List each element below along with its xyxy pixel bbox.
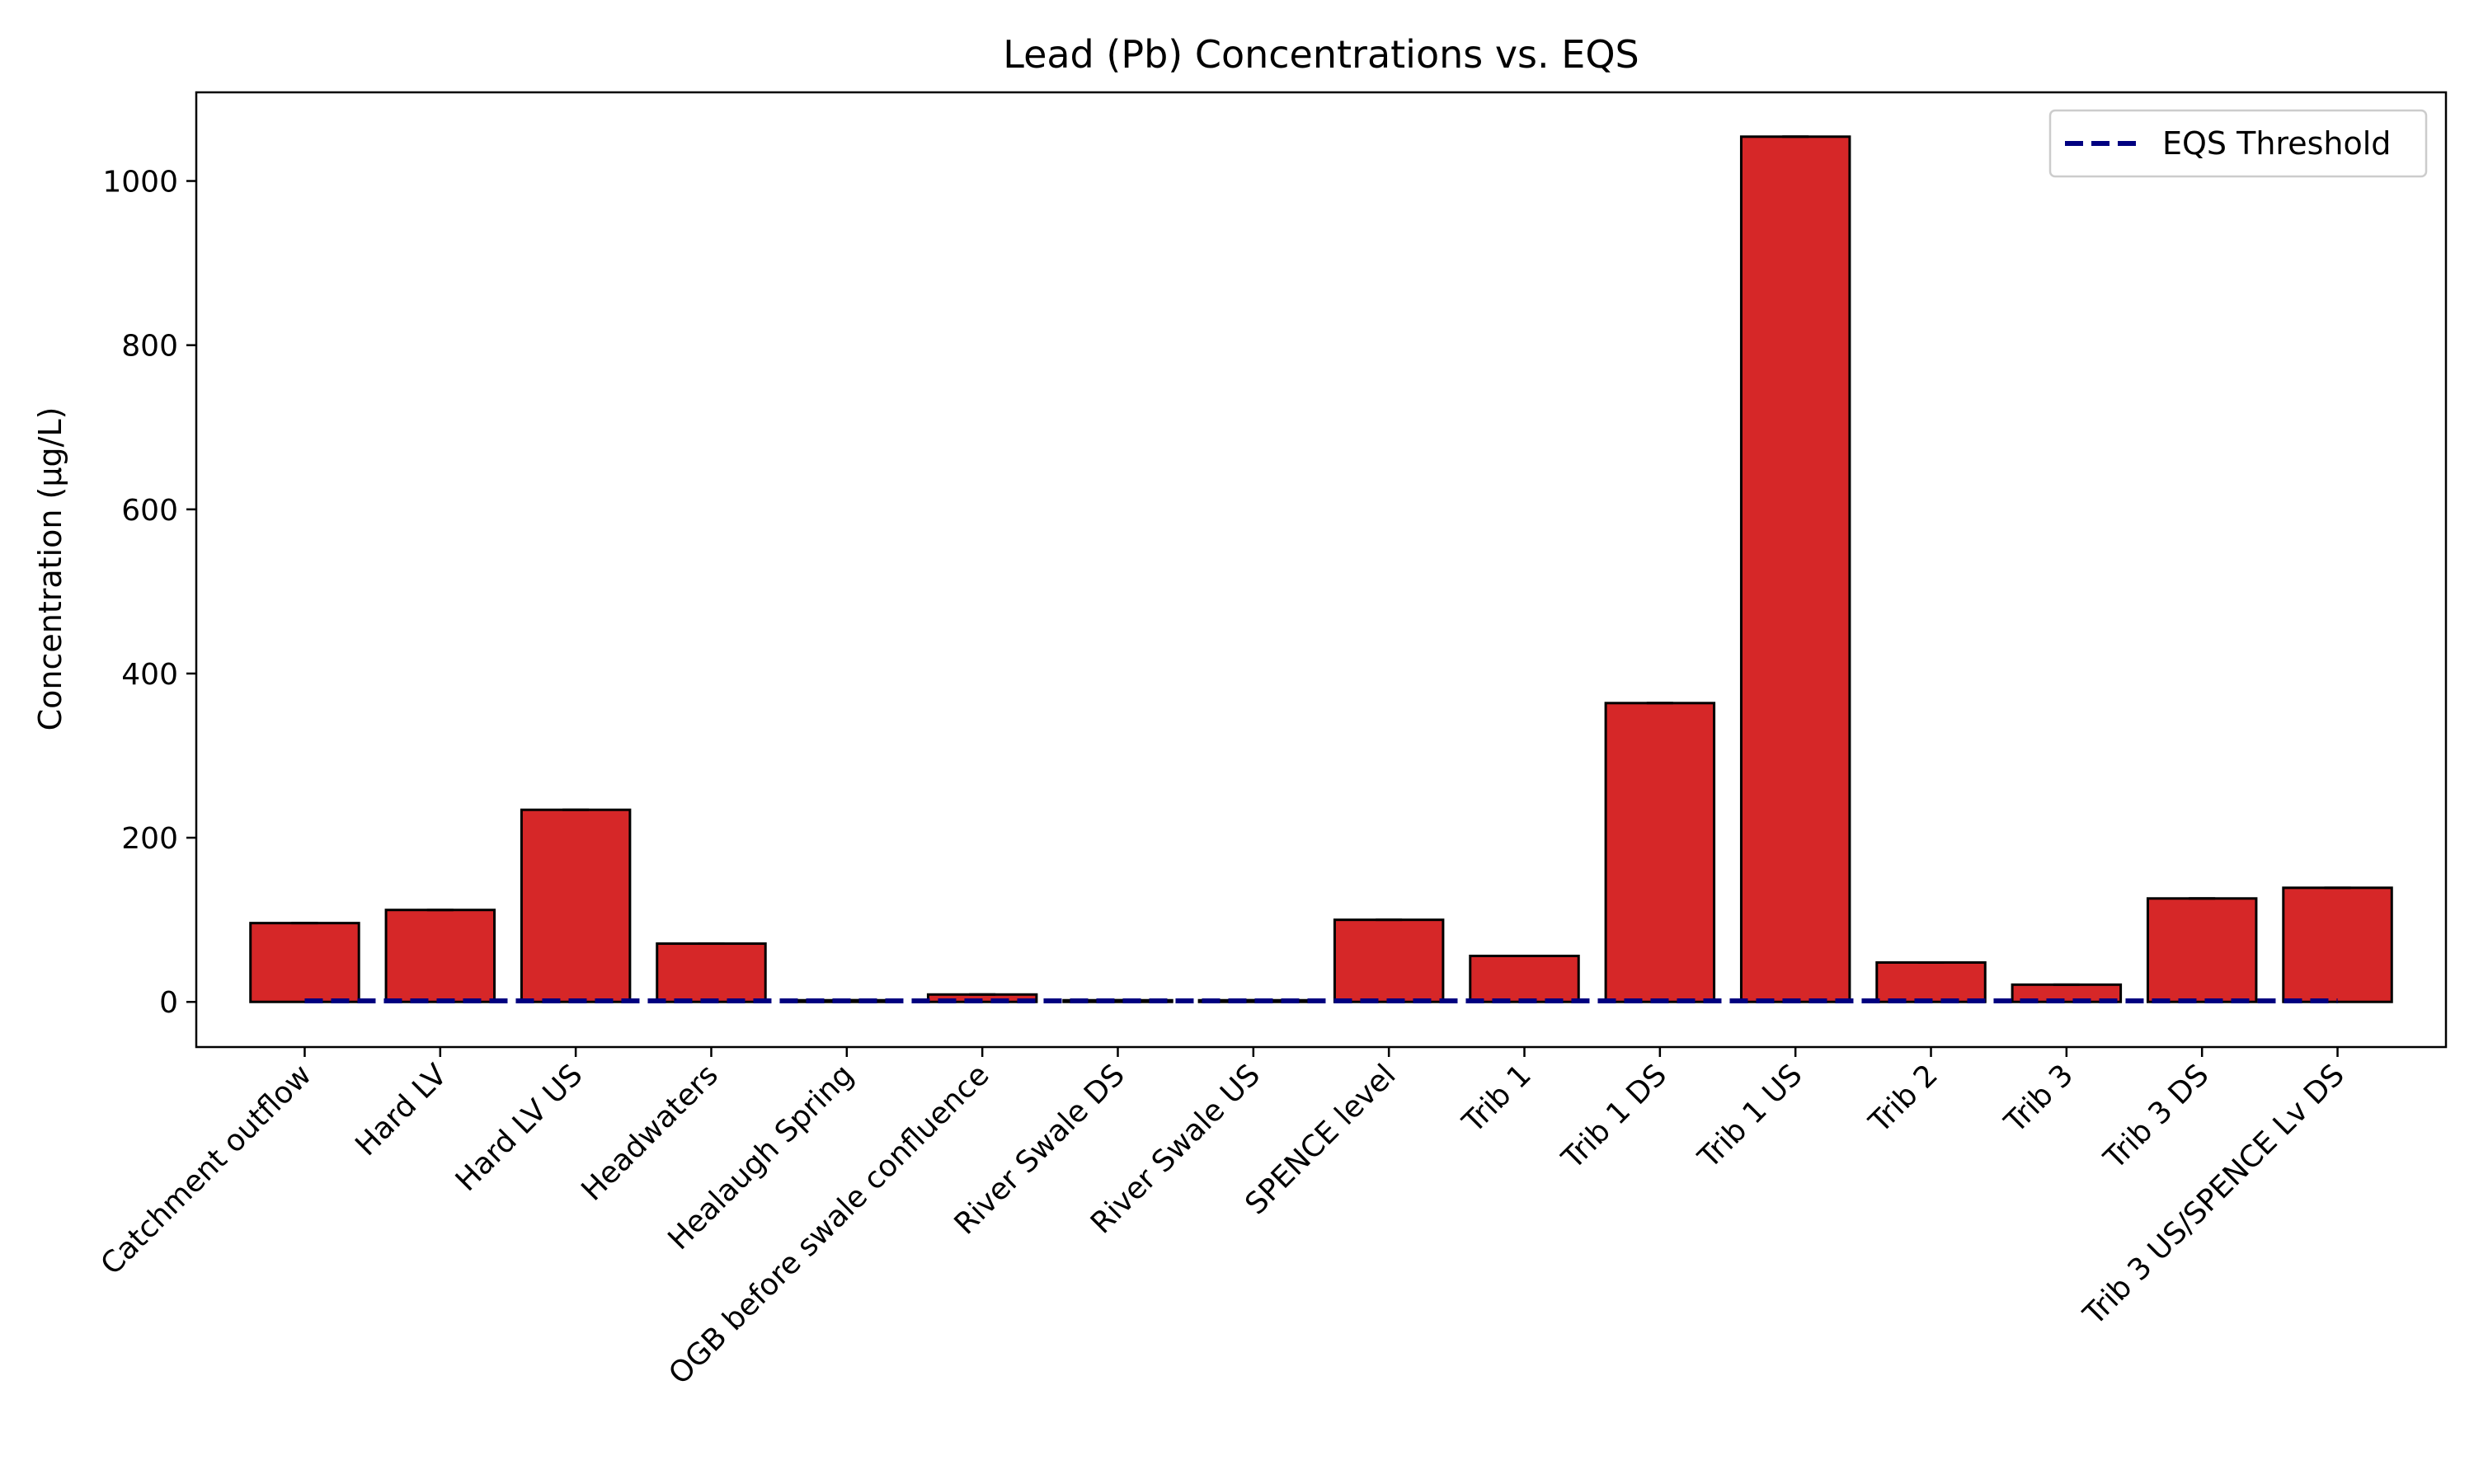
bar [249,922,360,1003]
y-tick-label: 400 [121,658,178,692]
bar [2146,897,2258,1003]
bar [520,808,632,1003]
bar [1333,918,1445,1003]
bar [1604,702,1716,1003]
x-tick-label: Hard LV US [449,1058,590,1198]
y-tick-label: 1000 [102,166,178,200]
chart-title: Lead (Pb) Concentrations vs. EQS [1003,32,1639,77]
y-tick-label: 800 [121,330,178,364]
y-tick-label: 0 [159,986,178,1020]
x-tick-label: Trib 3 US/SPENCE Lv DS [2077,1058,2351,1332]
bar [1875,960,1987,1003]
bar [1739,135,1851,1003]
bar [1469,954,1580,1003]
bar [384,909,496,1003]
legend-eqs-label: EQS Threshold [2162,125,2391,162]
x-tick-label: Trib 3 [1998,1058,2080,1139]
plot-frame [195,91,2448,1049]
y-axis-label: Concentration (µg/L) [32,407,68,731]
y-tick-label: 200 [121,822,178,856]
x-tick-label: Hard LV [349,1058,454,1162]
x-tick-label: Trib 1 [1456,1058,1537,1139]
x-tick-label: Catchment outflow [95,1058,318,1281]
x-tick-label: Trib 1 DS [1555,1058,1673,1176]
x-tick-label: Trib 3 DS [2097,1058,2215,1176]
y-tick-label: 600 [121,494,178,528]
legend-box [2048,109,2428,178]
x-tick-label: Trib 1 US [1691,1058,1808,1175]
plot-area: 0 200 400 600 800 1000 Catchment outflow Hard L… [95,91,2448,1392]
bar [656,942,767,1003]
bar [2282,886,2393,1003]
x-tick-label: Headwaters [575,1058,724,1207]
x-tick-label: Trib 2 [1862,1058,1944,1139]
